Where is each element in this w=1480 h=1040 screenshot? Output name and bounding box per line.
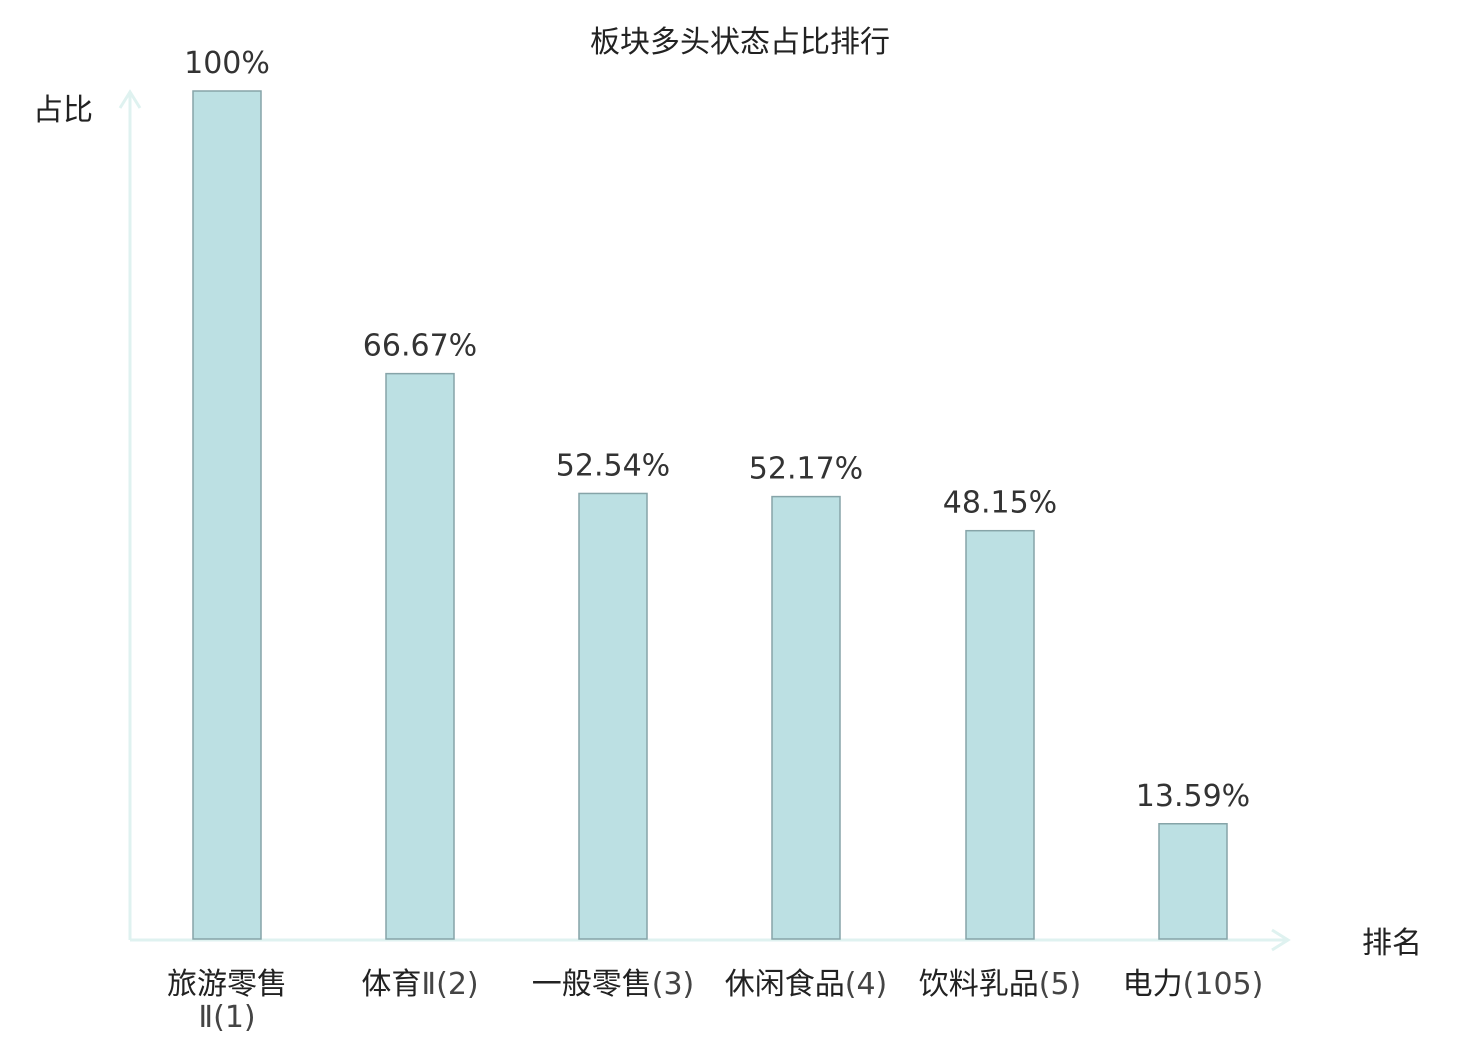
bar <box>771 495 841 940</box>
x-tick-label: 休闲食品(4) <box>725 967 888 1002</box>
bar-value-label: 52.54% <box>556 448 670 483</box>
x-axis-arrow-icon <box>1271 928 1291 952</box>
bar-value-label: 66.67% <box>363 329 477 364</box>
x-tick-label-rank: (4) <box>845 967 888 1002</box>
x-tick-label-name: 电力 <box>1123 967 1183 1002</box>
x-tick-label-name: 休闲食品 <box>725 967 845 1002</box>
x-tick-label-rank: (5) <box>1039 967 1082 1002</box>
bar <box>1158 823 1228 940</box>
value-labels-group: 100% 66.67% 52.54% 52.17% 48.15% 13.59% <box>184 46 1250 814</box>
bars-group <box>192 90 1228 940</box>
x-tick-label-name: 旅游零售 <box>167 967 287 1002</box>
x-tick-label: 电力(105) <box>1123 967 1264 1002</box>
bar <box>385 372 455 940</box>
x-axis-label: 排名 <box>1362 926 1422 961</box>
bar-value-label: 13.59% <box>1136 779 1250 814</box>
bar <box>192 90 262 940</box>
x-tick-label-rank: Ⅱ(2) <box>421 967 478 1002</box>
x-tick-label: 旅游零售 <box>167 967 287 1002</box>
bar <box>965 529 1035 940</box>
x-tick-label-rank: Ⅱ(1) <box>198 1000 255 1035</box>
x-tick-label-rank: (3) <box>652 967 695 1002</box>
bar-value-label: 100% <box>184 46 270 81</box>
x-tick-label-name: 一般零售 <box>532 967 652 1002</box>
x-tick-label-rank: (105) <box>1183 967 1264 1002</box>
x-tick-label: 饮料乳品(5) <box>919 967 1082 1002</box>
x-tick-label-name: 饮料乳品 <box>919 967 1039 1002</box>
bar <box>578 492 648 940</box>
x-tick-label-name: 体育 <box>361 967 421 1002</box>
x-tick-label: Ⅱ(1) <box>198 1000 255 1035</box>
bar-value-label: 52.17% <box>749 452 863 487</box>
y-axis-label: 占比 <box>33 93 93 128</box>
chart-title: 板块多头状态占比排行 <box>590 25 890 60</box>
y-axis-arrow-icon <box>118 89 142 109</box>
x-tick-label: 体育Ⅱ(2) <box>361 967 478 1002</box>
bar-value-label: 48.15% <box>943 486 1057 521</box>
x-tick-label: 一般零售(3) <box>532 967 695 1002</box>
